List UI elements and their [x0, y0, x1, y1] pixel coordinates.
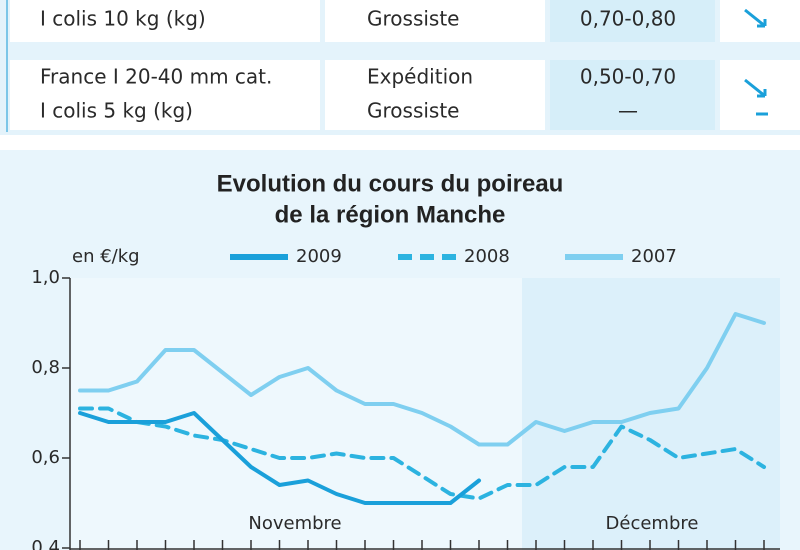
chart-title: Evolution du cours du poireau	[217, 170, 564, 197]
legend-label: 2008	[464, 246, 510, 267]
y-tick-label: 0,4	[31, 537, 60, 550]
month-label: Décembre	[606, 513, 699, 534]
series-line	[78, 406, 766, 501]
table-cell: —	[618, 99, 638, 123]
table-cell: Expédition	[367, 65, 473, 89]
trend-down	[744, 78, 767, 98]
trend-down	[744, 8, 767, 28]
month-label: Novembre	[248, 513, 341, 534]
cell-bg	[10, 60, 320, 130]
y-tick-label: 1,0	[31, 267, 60, 288]
y-axis-label: en €/kg	[72, 246, 140, 267]
cell-bg	[550, 0, 715, 42]
series-line	[78, 411, 481, 505]
table-cell: I colis 5 kg (kg)	[40, 99, 193, 123]
y-tick-label: 0,6	[31, 447, 60, 468]
cell-bg	[10, 0, 320, 42]
legend-label: 2007	[631, 246, 677, 267]
chart-title: de la région Manche	[275, 201, 506, 228]
cell-bg	[550, 60, 715, 130]
cell-bg	[325, 60, 545, 130]
table-cell: France I 20-40 mm cat.	[40, 65, 272, 89]
legend-label: 2009	[296, 246, 342, 267]
table-cell: I colis 10 kg (kg)	[40, 7, 206, 31]
table-cell: 0,70-0,80	[580, 7, 676, 31]
y-tick-label: 0,8	[31, 357, 60, 378]
table-cell: Grossiste	[367, 7, 459, 31]
series-line	[78, 312, 766, 447]
table-cell: 0,50-0,70	[580, 65, 676, 89]
table-cell: Grossiste	[367, 99, 459, 123]
cell-bg	[325, 0, 545, 42]
plot-bg	[70, 278, 522, 550]
